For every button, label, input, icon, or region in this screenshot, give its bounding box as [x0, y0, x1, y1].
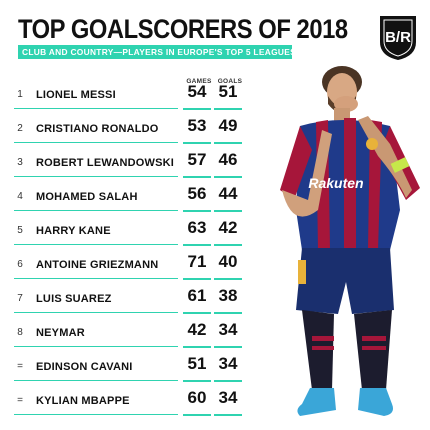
rank-label: = [17, 395, 23, 406]
player-name: ROBERT LEWANDOWSKI [36, 157, 175, 169]
player-name: MOHAMED SALAH [36, 191, 138, 203]
goals-value: 34 [218, 320, 238, 339]
games-underline [183, 210, 211, 212]
table-row: 2 CRISTIANO RONALDO 53 49 [0, 113, 300, 147]
goals-value: 34 [218, 354, 238, 373]
row-divider [14, 414, 178, 415]
table-row: = KYLIAN MBAPPE 60 34 [0, 385, 300, 419]
rank-label: 3 [17, 157, 23, 168]
games-underline [183, 278, 211, 280]
table-row: 1 LIONEL MESSI 54 51 [0, 79, 300, 113]
games-value: 61 [187, 286, 207, 305]
table-row: 4 MOHAMED SALAH 56 44 [0, 181, 300, 215]
row-divider [14, 380, 178, 381]
table-row: = EDINSON CAVANI 51 34 [0, 351, 300, 385]
rank-label: 5 [17, 225, 23, 236]
games-value: 51 [187, 354, 207, 373]
goals-underline [214, 244, 242, 246]
goals-value: 38 [218, 286, 238, 305]
games-underline [183, 142, 211, 144]
games-value: 71 [187, 252, 207, 271]
player-name: LIONEL MESSI [36, 89, 116, 101]
rank-label: = [17, 361, 23, 372]
goals-underline [214, 278, 242, 280]
games-underline [183, 346, 211, 348]
rank-label: 4 [17, 191, 23, 202]
goals-underline [214, 414, 242, 416]
player-name: NEYMAR [36, 327, 85, 339]
games-value: 54 [187, 82, 207, 101]
games-underline [183, 380, 211, 382]
games-value: 63 [187, 218, 207, 237]
goals-underline [214, 210, 242, 212]
games-value: 56 [187, 184, 207, 203]
goals-value: 46 [218, 150, 238, 169]
rank-label: 2 [17, 123, 23, 134]
row-divider [14, 278, 178, 279]
games-underline [183, 414, 211, 416]
svg-text:B/R: B/R [385, 29, 411, 46]
rank-label: 1 [17, 89, 23, 100]
games-underline [183, 244, 211, 246]
rank-label: 7 [17, 293, 23, 304]
games-value: 53 [187, 116, 207, 135]
player-name: CRISTIANO RONALDO [36, 123, 159, 135]
goals-column-header: GOALS [217, 78, 243, 85]
row-divider [14, 346, 178, 347]
goals-underline [214, 380, 242, 382]
rank-label: 6 [17, 259, 23, 270]
player-name: EDINSON CAVANI [36, 361, 133, 373]
table-row: 3 ROBERT LEWANDOWSKI 57 46 [0, 147, 300, 181]
goals-value: 44 [218, 184, 238, 203]
games-column-header: GAMES [186, 78, 212, 85]
goals-value: 51 [218, 82, 238, 101]
page-title: TOP GOALSCORERS OF 2018 [18, 14, 348, 44]
row-divider [14, 210, 178, 211]
table-row: 7 LUIS SUAREZ 61 38 [0, 283, 300, 317]
player-name: LUIS SUAREZ [36, 293, 112, 305]
goals-underline [214, 176, 242, 178]
goals-value: 42 [218, 218, 238, 237]
goals-underline [214, 312, 242, 314]
player-name: HARRY KANE [36, 225, 111, 237]
br-logo-icon: B/R [380, 16, 416, 60]
table-row: 5 HARRY KANE 63 42 [0, 215, 300, 249]
goals-value: 49 [218, 116, 238, 135]
svg-text:Rakuten: Rakuten [308, 175, 363, 191]
rank-label: 8 [17, 327, 23, 338]
player-photo: Rakuten [280, 66, 420, 416]
row-divider [14, 176, 178, 177]
goals-value: 40 [218, 252, 238, 271]
games-underline [183, 176, 211, 178]
row-divider [14, 108, 178, 109]
goals-underline [214, 142, 242, 144]
row-divider [14, 142, 178, 143]
games-value: 42 [187, 320, 207, 339]
player-name: KYLIAN MBAPPE [36, 395, 130, 407]
games-value: 57 [187, 150, 207, 169]
goals-underline [214, 108, 242, 110]
table-row: 8 NEYMAR 42 34 [0, 317, 300, 351]
goals-value: 34 [218, 388, 238, 407]
games-underline [183, 312, 211, 314]
games-underline [183, 108, 211, 110]
row-divider [14, 312, 178, 313]
row-divider [14, 244, 178, 245]
games-value: 60 [187, 388, 207, 407]
goals-underline [214, 346, 242, 348]
player-name: ANTOINE GRIEZMANN [36, 259, 159, 271]
subtitle-banner: CLUB AND COUNTRY—PLAYERS IN EUROPE'S TOP… [18, 45, 292, 59]
table-row: 6 ANTOINE GRIEZMANN 71 40 [0, 249, 300, 283]
